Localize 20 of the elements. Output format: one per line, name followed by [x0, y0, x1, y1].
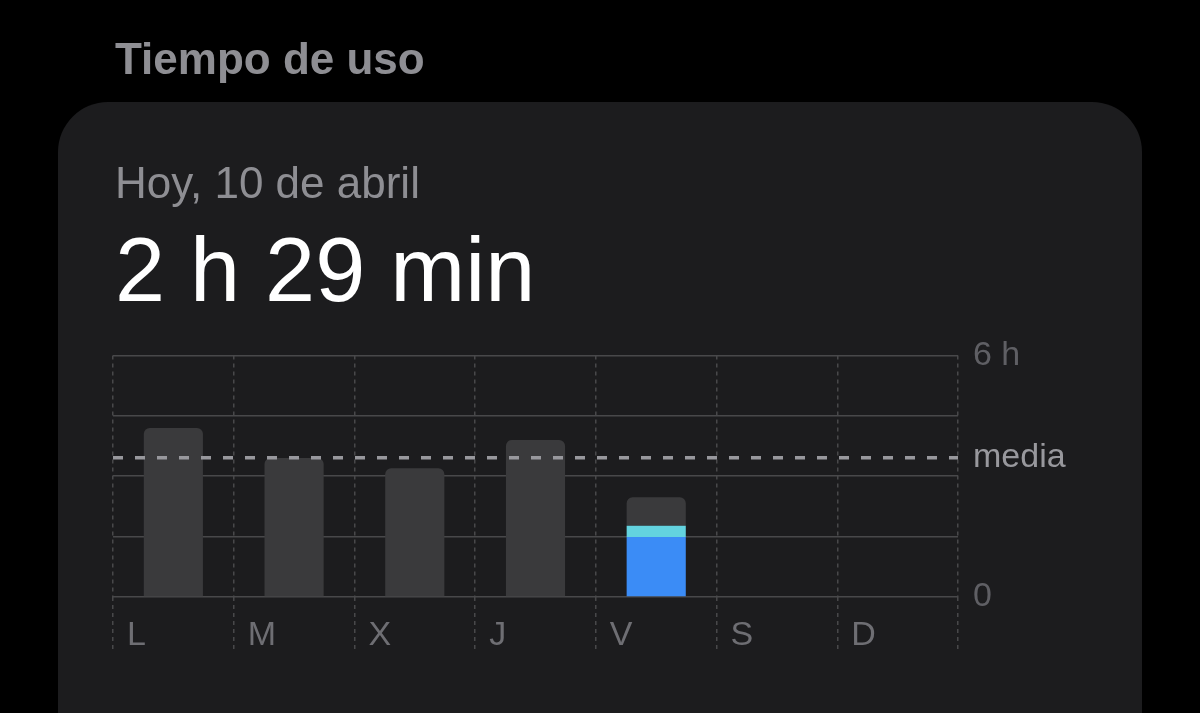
bar: [143, 427, 203, 597]
x-tick-label: L: [127, 613, 146, 652]
y-tick-label: 6 h: [973, 333, 1021, 372]
x-tick-label: M: [247, 613, 277, 652]
chart-title: Tiempo de uso: [115, 34, 425, 83]
text: 2 h 29 min: [115, 220, 536, 320]
bar: [626, 525, 686, 537]
x-tick-label: S: [730, 613, 754, 652]
bar: [505, 439, 566, 597]
bar: [626, 537, 686, 597]
x-tick-label: X: [368, 613, 392, 652]
x-tick-label: D: [851, 613, 876, 652]
bar: [264, 458, 324, 597]
y-tick-label: 0: [973, 575, 992, 614]
chart-subtitle: Hoy, 10 de abril: [115, 158, 420, 207]
bar: [626, 497, 686, 526]
ref-line-label: media: [973, 436, 1066, 475]
x-tick-label: V: [609, 613, 633, 652]
x-tick-label: J: [489, 613, 507, 652]
bar: [385, 468, 445, 597]
